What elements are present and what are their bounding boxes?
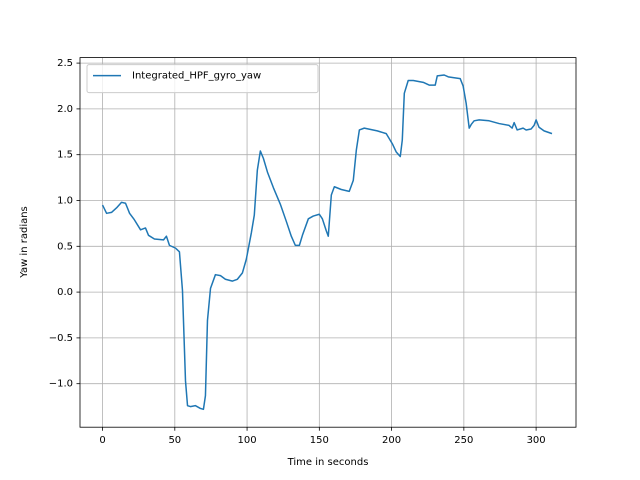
data-line xyxy=(101,74,553,411)
x-tick-label: 100 xyxy=(238,435,257,446)
x-tick-label: 0 xyxy=(99,435,105,446)
y-tick-label: −0.5 xyxy=(49,333,73,344)
y-axis-label: Yaw in radians xyxy=(19,206,30,279)
x-tick-label: 200 xyxy=(382,435,401,446)
y-tick-label: 1.5 xyxy=(57,150,73,161)
legend-box xyxy=(86,64,319,94)
x-tick-label: 250 xyxy=(454,435,473,446)
y-tick-label: 2.0 xyxy=(57,104,73,115)
y-tick-label: 2.5 xyxy=(57,58,73,69)
legend-label: Integrated_HPF_gyro_yaw xyxy=(132,71,261,82)
plot-frame xyxy=(79,57,577,428)
y-tick-label: 0.5 xyxy=(57,241,73,252)
x-axis-label: Time in seconds xyxy=(287,457,369,468)
y-tick-label: 1.0 xyxy=(57,195,73,206)
x-tick-label: 50 xyxy=(168,435,181,446)
y-tick-label: −1.0 xyxy=(49,379,73,390)
x-tick-label: 150 xyxy=(310,435,329,446)
x-tick-label: 300 xyxy=(527,435,546,446)
y-tick-label: 0.0 xyxy=(57,287,73,298)
